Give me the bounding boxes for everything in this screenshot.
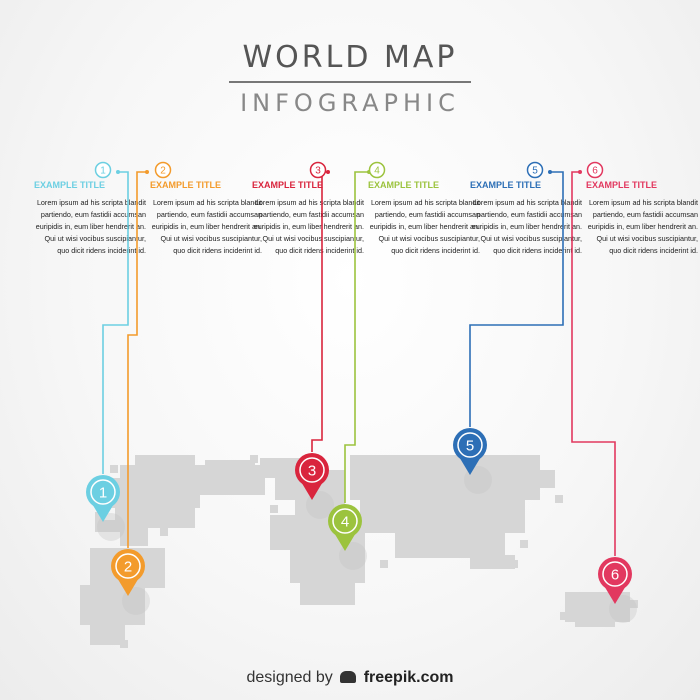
svg-text:6: 6 (611, 567, 619, 584)
svg-text:2: 2 (160, 166, 166, 177)
step-1-text: EXAMPLE TITLE Lorem ipsum ad his scripta… (34, 180, 146, 257)
credit-brand: freepik.com (363, 669, 454, 686)
connector-dot-5 (548, 170, 552, 174)
map-pixel (545, 470, 553, 478)
map-pixel (630, 600, 638, 608)
connector-dot-6 (578, 170, 582, 174)
step-badge-4: 4 (368, 161, 386, 179)
step-5-body: Lorem ipsum ad his scripta blandit parti… (471, 198, 582, 255)
map-landmass (135, 455, 195, 470)
step-badge-3: 3 (309, 161, 327, 179)
map-pin-2-icon[interactable]: 2 (111, 549, 145, 596)
step-6-body: Lorem ipsum ad his scripta blandit parti… (587, 198, 698, 255)
connector-dot-3 (326, 170, 330, 174)
map-pixel (85, 600, 93, 608)
map-pixel (510, 560, 518, 568)
step-5-text: EXAMPLE TITLE Lorem ipsum ad his scripta… (470, 180, 582, 257)
connector-line-4 (344, 171, 369, 503)
map-pixel (350, 575, 358, 583)
title-block: WORLD MAP INFOGRAPHIC (0, 40, 700, 117)
step-4-title: EXAMPLE TITLE (368, 180, 440, 190)
map-landmass (350, 455, 540, 500)
map-pixel (250, 455, 258, 463)
markers: 1 1 2 2 3 3 4 4 5 5 6 6 (86, 161, 632, 604)
connector-line-3 (311, 171, 328, 452)
svg-text:4: 4 (341, 514, 349, 531)
connector-dot-2 (145, 170, 149, 174)
map-landmass (300, 580, 355, 605)
map-pixel (380, 560, 388, 568)
map-pin-4-icon[interactable]: 4 (328, 504, 362, 551)
map-pixel (360, 460, 368, 468)
map-landmass (205, 460, 255, 472)
step-4-text: EXAMPLE TITLE Lorem ipsum ad his scripta… (368, 180, 480, 257)
freepik-logo-icon (340, 671, 357, 683)
map-pixel (120, 640, 128, 648)
map-landmass (90, 620, 125, 645)
map-pixel (160, 528, 168, 536)
credit-prefix: designed by (246, 669, 333, 686)
svg-text:6: 6 (592, 166, 598, 177)
step-badge-6: 6 (586, 161, 604, 179)
step-2-text: EXAMPLE TITLE Lorem ipsum ad his scripta… (150, 180, 262, 257)
svg-text:1: 1 (100, 166, 106, 177)
map-landmass (120, 528, 148, 546)
svg-text:3: 3 (315, 166, 321, 177)
map-pin-6-icon[interactable]: 6 (598, 557, 632, 604)
step-2-title: EXAMPLE TITLE (150, 180, 222, 190)
page-subtitle: INFOGRAPHIC (240, 89, 460, 117)
map-landmass (470, 555, 515, 569)
map-pixel (270, 505, 278, 513)
step-5-title: EXAMPLE TITLE (470, 180, 542, 190)
step-3-title: EXAMPLE TITLE (252, 180, 324, 190)
step-1-body: Lorem ipsum ad his scripta blandit parti… (35, 198, 146, 255)
page-title: WORLD MAP (242, 40, 458, 75)
map-pixel (330, 470, 338, 478)
svg-text:2: 2 (124, 559, 132, 576)
map-landmass (115, 500, 195, 528)
connector-line-1 (102, 171, 129, 474)
connector-line-2 (127, 171, 147, 548)
map-pixel (560, 612, 568, 620)
svg-text:3: 3 (308, 463, 316, 480)
connector-dot-1 (116, 170, 120, 174)
map-pin-3-icon[interactable]: 3 (295, 453, 329, 500)
svg-text:5: 5 (532, 166, 538, 177)
map-pixel (110, 465, 118, 473)
title-divider (229, 81, 471, 83)
map-pin-5-icon[interactable]: 5 (453, 428, 487, 475)
step-6-text: EXAMPLE TITLE Lorem ipsum ad his scripta… (586, 180, 698, 257)
map-landmass (360, 495, 525, 533)
connectors (102, 170, 616, 556)
step-6-title: EXAMPLE TITLE (586, 180, 658, 190)
step-badge-2: 2 (154, 161, 172, 179)
map-landmass (95, 520, 120, 532)
step-3-text: EXAMPLE TITLE Lorem ipsum ad his scripta… (252, 180, 364, 257)
step-1-title: EXAMPLE TITLE (34, 180, 106, 190)
svg-text:4: 4 (374, 166, 380, 177)
step-badge-1: 1 (94, 161, 112, 179)
step-2-body: Lorem ipsum ad his scripta blandit parti… (151, 198, 262, 255)
step-4-body: Lorem ipsum ad his scripta blandit parti… (369, 198, 480, 255)
step-badge-5: 5 (526, 161, 544, 179)
map-landmass (575, 615, 615, 627)
connector-line-5 (469, 171, 564, 427)
map-pixel (555, 495, 563, 503)
map-pin-1-icon[interactable]: 1 (86, 475, 120, 522)
map-pixel (95, 512, 103, 520)
svg-text:1: 1 (99, 485, 107, 502)
credit-footer: designed by freepik.com (0, 669, 700, 687)
map-landmass (395, 530, 505, 558)
connector-line-6 (571, 171, 616, 556)
map-pixel (520, 540, 528, 548)
map-pixel (230, 470, 238, 478)
step-3-body: Lorem ipsum ad his scripta blandit parti… (253, 198, 364, 255)
svg-text:5: 5 (466, 438, 474, 455)
